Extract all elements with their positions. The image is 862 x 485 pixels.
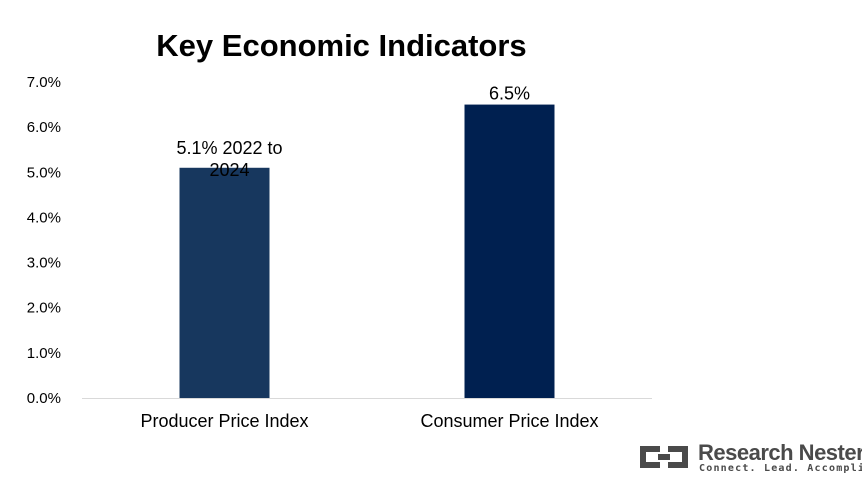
bar [179,167,270,398]
chart-title: Key Economic Indicators [156,28,527,63]
x-category-label: Producer Price Index [140,411,308,431]
y-tick-label: 0.0% [27,390,61,407]
data-labels: 5.1% 2022 to 2024 6.5% [176,84,530,180]
bar-group [179,104,555,399]
y-tick-label: 2.0% [27,300,61,317]
category-labels: Producer Price Index Consumer Price Index [140,411,598,431]
y-tick-label: 7.0% [27,74,61,91]
y-tick-label: 3.0% [27,255,61,272]
y-tick-label: 4.0% [27,209,61,226]
y-tick-label: 1.0% [27,345,61,362]
data-label: 6.5% [489,84,530,104]
x-category-label: Consumer Price Index [420,411,598,431]
y-tick-label: 5.0% [27,164,61,181]
logo-tagline: Connect. Lead. Accomplish [699,463,862,474]
logo-mark-icon [640,446,688,468]
y-axis: 0.0% 1.0% 2.0% 3.0% 4.0% 5.0% 6.0% 7.0% [27,74,61,407]
logo-name: Research Nester [698,440,862,465]
y-tick-label: 6.0% [27,119,61,136]
data-label: 5.1% 2022 to 2024 [176,138,282,180]
research-nester-logo: Research Nester Connect. Lead. Accomplis… [636,438,862,478]
bar [464,104,555,399]
